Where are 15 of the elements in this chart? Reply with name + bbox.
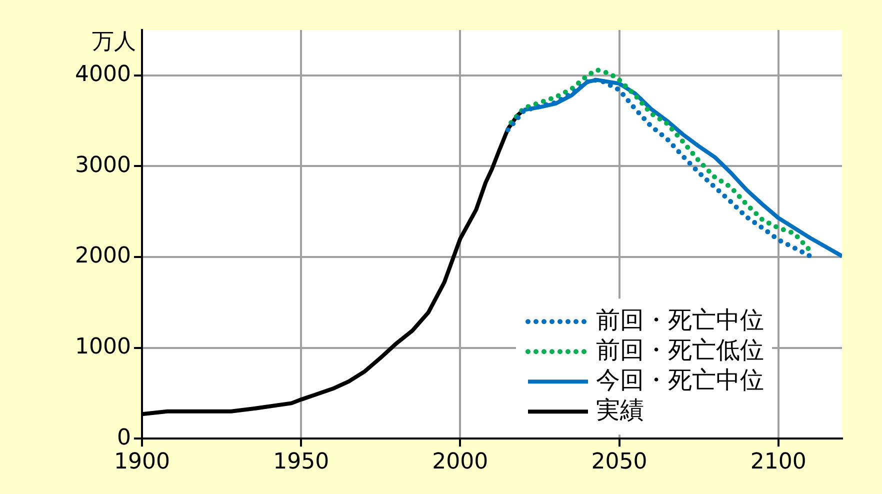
x-tick-label: 2000 bbox=[432, 450, 488, 475]
x-tick-label: 1950 bbox=[273, 450, 330, 475]
x-tick-label: 2050 bbox=[591, 450, 648, 475]
legend-label: 前回・死亡中位 bbox=[596, 306, 764, 334]
y-tick-label: 0 bbox=[116, 425, 131, 450]
y-tick-label: 3000 bbox=[74, 152, 131, 178]
legend-label: 実績 bbox=[596, 396, 644, 424]
y-tick-label: 4000 bbox=[74, 62, 131, 88]
y-axis-title: 万人 bbox=[92, 30, 136, 55]
y-tick-label: 2000 bbox=[74, 244, 131, 269]
x-tick-label: 1900 bbox=[114, 450, 170, 475]
y-tick-label: 1000 bbox=[74, 334, 131, 360]
legend-label: 今回・死亡中位 bbox=[596, 366, 764, 394]
legend-label: 前回・死亡低位 bbox=[596, 336, 764, 364]
x-tick-label: 2100 bbox=[750, 450, 806, 475]
